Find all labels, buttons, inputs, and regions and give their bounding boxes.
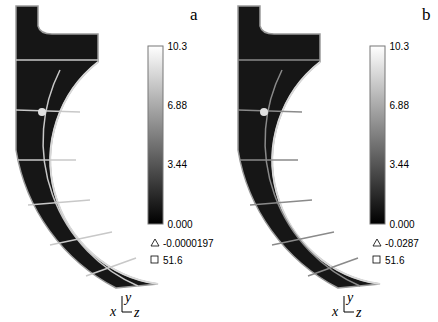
svg-text:0.000: 0.000 [168, 219, 193, 230]
svg-text:x: x [331, 304, 339, 319]
svg-text:10.3: 10.3 [168, 41, 188, 52]
svg-text:51.6: 51.6 [385, 255, 405, 266]
svg-text:z: z [355, 305, 362, 320]
svg-text:3.44: 3.44 [390, 159, 410, 170]
svg-text:0.000: 0.000 [390, 219, 415, 230]
svg-text:6.88: 6.88 [168, 100, 188, 111]
svg-text:z: z [133, 305, 140, 320]
svg-text:3.44: 3.44 [168, 159, 188, 170]
svg-text:a: a [190, 5, 198, 24]
svg-text:-0.0000197: -0.0000197 [163, 238, 214, 249]
svg-text:b: b [422, 5, 431, 24]
svg-text:-0.0287: -0.0287 [385, 238, 419, 249]
svg-text:10.3: 10.3 [390, 41, 410, 52]
svg-text:y: y [345, 290, 354, 305]
svg-text:6.88: 6.88 [390, 100, 410, 111]
svg-text:x: x [109, 304, 117, 319]
svg-text:51.6: 51.6 [163, 255, 183, 266]
svg-text:y: y [123, 290, 132, 305]
